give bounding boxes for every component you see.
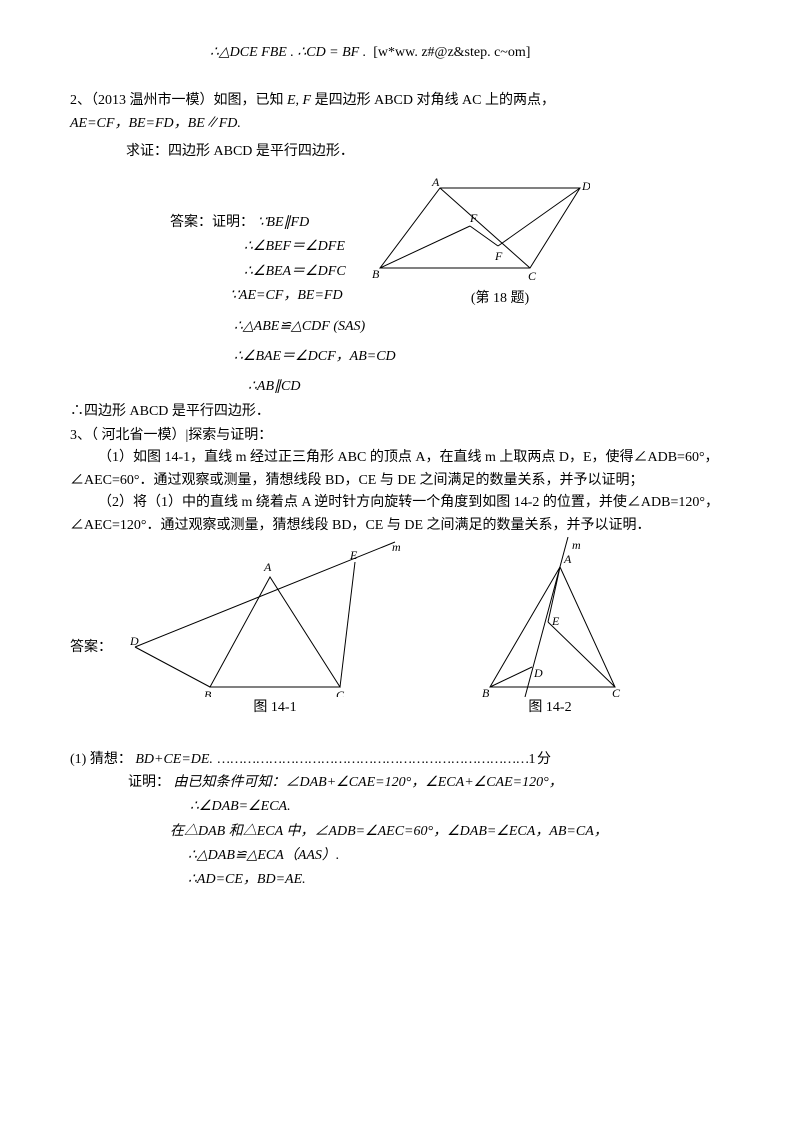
q2-intro-line1: 2、（2013 温州市一模）如图，已知 E, F 是四边形 ABCD 对角线 A…	[70, 90, 740, 112]
svg-text:E: E	[349, 548, 358, 562]
solution-proof-label: 证明：	[128, 775, 170, 790]
top-source-note: [w*ww. z#@z&step. c~om]	[373, 45, 530, 60]
solution-proof-line0: 证明： 由已知条件可知：∠DAB+∠CAE=120°，∠ECA+∠CAE=120…	[70, 772, 740, 794]
solution-guess: (1) 猜想： BD+CE=DE. ……………………………………………………………	[70, 749, 740, 771]
svg-text:D: D	[581, 179, 590, 193]
q2-intro-ef: E, F	[287, 93, 311, 108]
q2-given: AE=CF，BE=FD，BE∥FD.	[70, 113, 740, 135]
q2-intro-prefix: 2、（2013 温州市一模）如图，已知	[70, 93, 284, 108]
solution-dots: ………………………………………………………………1 分	[216, 752, 550, 767]
q2-proof-0: ∵BE∥FD	[258, 215, 310, 230]
fig14-1-caption: 图 14-1	[130, 697, 420, 719]
fig-14-2: A B C D E m 图 14-2	[460, 537, 640, 719]
solution-guess-formula: BD+CE=DE.	[135, 752, 213, 767]
solution-line-1: ∴∠DAB=∠ECA.	[70, 796, 740, 818]
solution-line-2: 在△DAB 和△ECA 中，∠ADB=∠AEC=60°，∠DAB=∠ECA，AB…	[70, 821, 740, 843]
svg-text:A: A	[263, 560, 272, 574]
fig14-2-svg: A B C D E m	[460, 537, 630, 697]
fig14-1-svg: A B C D E m	[130, 537, 410, 697]
svg-text:C: C	[528, 269, 537, 283]
q3-p2: （2）将（1）中的直线 m 绕着点 A 逆时针方向旋转一个角度到如图 14-2 …	[70, 492, 740, 537]
svg-text:C: C	[612, 686, 621, 697]
svg-text:E: E	[551, 614, 560, 628]
q2-conclusion: ∴四边形 ABCD 是平行四边形．	[70, 401, 740, 423]
q3-figures-row: 答案： A B C D E m 图 14-1	[70, 537, 740, 719]
q2-figure: A D B C F F (第 18 题)	[370, 178, 630, 310]
q2-proof-4: ∴△ABE≌△CDF (SAS)	[70, 316, 740, 338]
q2-intro-suffix: 是四边形 ABCD 对角线 AC 上的两点，	[315, 93, 555, 108]
svg-text:D: D	[533, 666, 543, 680]
svg-text:A: A	[563, 552, 572, 566]
fig-14-1: A B C D E m 图 14-1	[130, 537, 420, 719]
top-formula: ∴△DCE FBE . ∴CD = BF . [w*ww. z#@z&step.…	[70, 42, 740, 64]
svg-text:m: m	[392, 540, 401, 554]
svg-text:B: B	[204, 688, 212, 697]
q3-p1: （1）如图 14-1，直线 m 经过正三角形 ABC 的顶点 A，在直线 m 上…	[70, 447, 740, 492]
svg-text:C: C	[336, 688, 345, 697]
q2-answer-label-text: 答案：证明：	[170, 215, 254, 230]
q2-svg: A D B C F F	[370, 178, 590, 288]
fig14-2-caption: 图 14-2	[460, 697, 640, 719]
q3-answer-label: 答案：	[70, 637, 130, 719]
q2-figure-caption: (第 18 题)	[370, 288, 630, 310]
q3-header: 3、（ 河北省一模）|探索与证明：	[70, 425, 740, 447]
svg-text:F: F	[494, 249, 503, 263]
svg-text:A: A	[431, 178, 440, 189]
q2-proof-6: ∴AB∥CD	[70, 376, 740, 398]
solution-line-3: ∴△DAB≌△ECA（AAS）.	[70, 845, 740, 867]
svg-text:D: D	[130, 634, 139, 648]
svg-text:B: B	[482, 686, 490, 697]
solution-line-0: 由已知条件可知：∠DAB+∠CAE=120°，∠ECA+∠CAE=120°，	[174, 775, 563, 790]
svg-text:m: m	[572, 538, 581, 552]
solution-guess-label: (1) 猜想：	[70, 752, 132, 767]
q2-proof-5: ∴∠BAE＝∠DCF，AB=CD	[70, 346, 740, 368]
top-formula-math: ∴△DCE FBE . ∴CD = BF .	[210, 45, 366, 60]
svg-text:F: F	[469, 211, 478, 225]
q2-prove: 求证：四边形 ABCD 是平行四边形．	[70, 141, 740, 163]
solution-line-4: ∴AD=CE，BD=AE.	[70, 869, 740, 891]
svg-text:B: B	[372, 267, 380, 281]
